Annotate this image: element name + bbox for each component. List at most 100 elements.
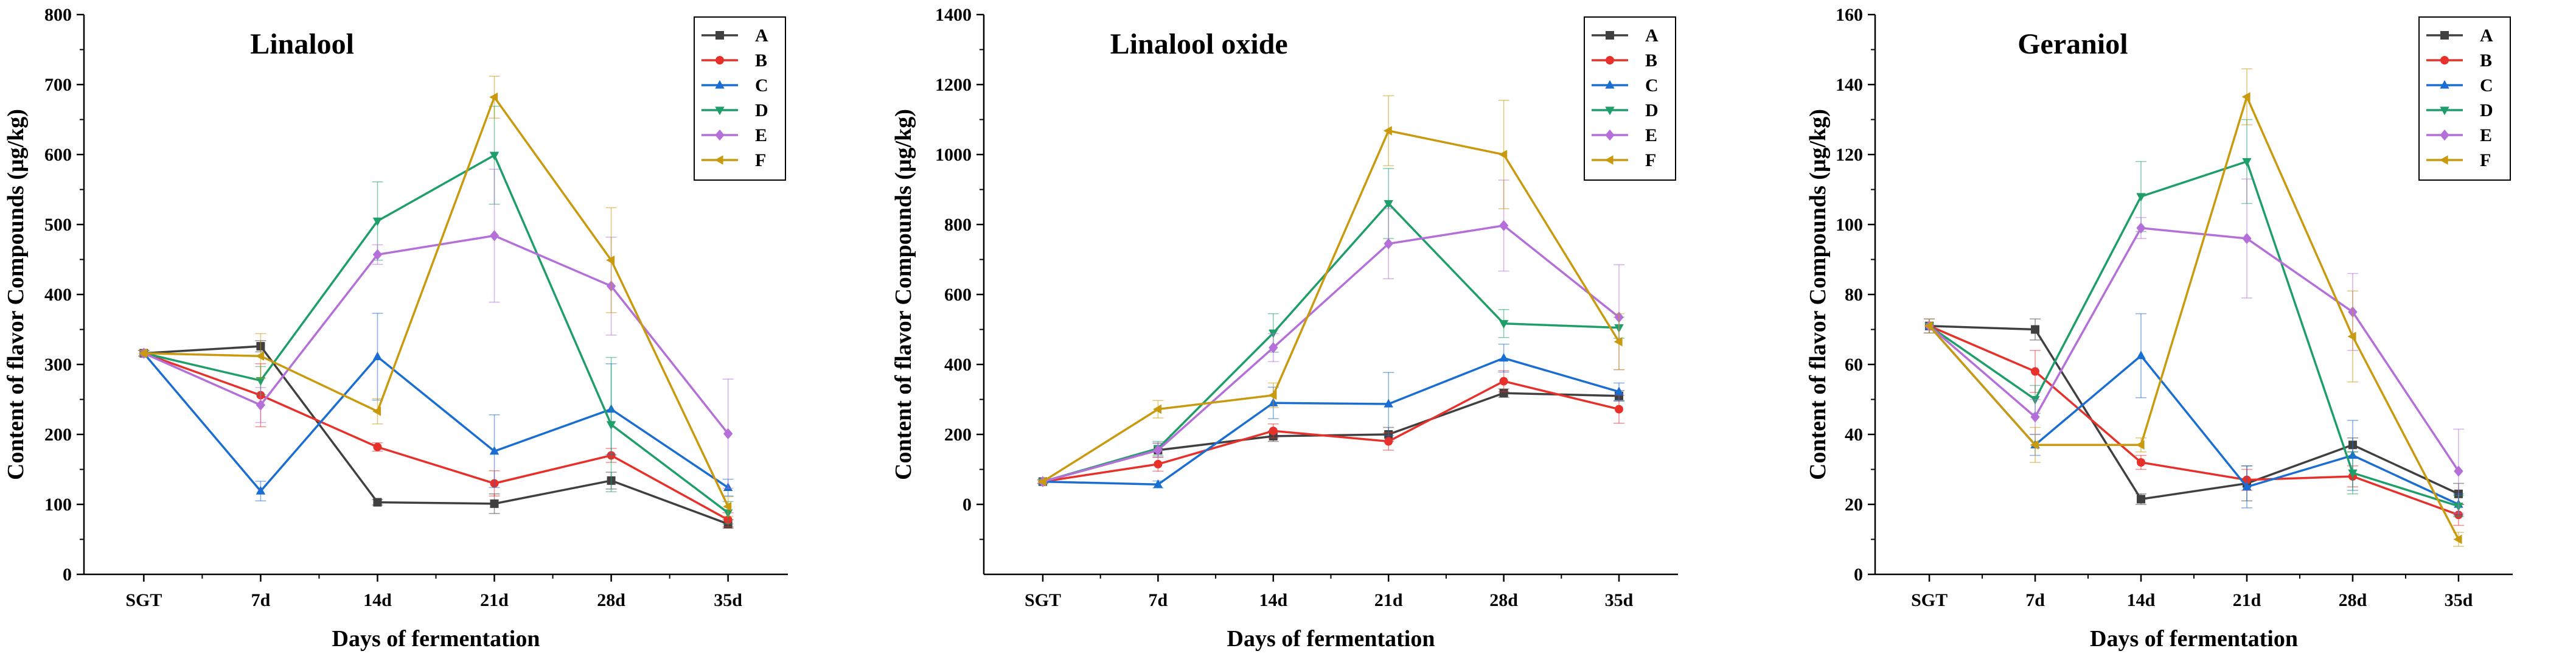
y-tick-label: 0 (1854, 565, 1863, 585)
y-tick-label: 500 (44, 215, 72, 235)
data-point (2031, 367, 2040, 376)
data-point (1269, 427, 1278, 436)
series-line-C (143, 352, 729, 493)
data-point (2137, 458, 2146, 467)
data-point (256, 486, 266, 495)
data-point (1152, 404, 1161, 414)
legend-marker (714, 155, 723, 165)
series-line-D (1929, 160, 2459, 507)
legend-marker (1605, 129, 1615, 141)
x-axis-title: Days of fermentation (1227, 626, 1435, 652)
data-point (2030, 411, 2040, 423)
data-point (1384, 399, 1393, 408)
data-point (256, 377, 266, 386)
y-tick-label: 0 (63, 565, 72, 585)
y-tick-label: 100 (44, 495, 72, 515)
data-point (372, 249, 383, 260)
legend-marker (1604, 155, 1613, 165)
data-point (1384, 200, 1393, 209)
data-point (1153, 479, 1163, 488)
data-point (1615, 405, 1624, 414)
legend-marker (2440, 56, 2449, 64)
series-E (1924, 178, 2464, 514)
series-line-A (1929, 325, 2459, 501)
legend-label: D (755, 100, 768, 120)
data-point (373, 442, 382, 451)
legend-marker (1606, 31, 1614, 40)
legend-marker (2439, 155, 2448, 165)
legend-label: A (2480, 26, 2493, 46)
x-tick-label: SGT (1911, 590, 1948, 610)
x-tick-label: 14d (363, 590, 392, 610)
x-tick-label: 14d (1259, 590, 1287, 610)
chart-panel-1: 0 100 200 300 400 500 600 700 800 SGT 7d 14d 21d 28d 3… (3, 5, 788, 652)
data-point (372, 406, 381, 416)
data-point (489, 92, 498, 102)
y-tick-label: 200 (44, 425, 72, 445)
data-point (256, 351, 265, 361)
legend-label: C (755, 75, 768, 96)
legend-marker (2440, 80, 2449, 89)
data-point (490, 499, 499, 508)
data-point (606, 255, 615, 265)
y-tick-label: 600 (44, 145, 72, 165)
x-tick-label: 28d (597, 590, 625, 610)
x-tick-label: 35d (2445, 590, 2473, 610)
data-point (1384, 238, 1393, 249)
legend-marker (1606, 56, 1614, 64)
legend-label: B (755, 50, 767, 71)
data-point (1269, 342, 1278, 353)
legend-label: D (1645, 100, 1659, 120)
series-F (1037, 95, 1625, 487)
y-tick-label: 300 (44, 355, 72, 375)
y-tick-label: 400 (44, 285, 72, 305)
chart-title: Linalool (250, 28, 354, 60)
legend-label: E (755, 125, 767, 145)
x-tick-label: 35d (714, 590, 742, 610)
series-line-B (143, 352, 729, 521)
legend-label: F (755, 150, 766, 170)
data-point (2136, 440, 2145, 450)
x-tick-label: 21d (480, 590, 509, 610)
data-point (372, 351, 383, 360)
y-tick-label: 140 (1836, 75, 1863, 95)
legend-marker (1605, 80, 1615, 89)
data-point (1499, 353, 1509, 362)
legend-marker (2440, 129, 2449, 141)
legend-marker (1605, 106, 1615, 116)
series-line-E (1928, 226, 2460, 472)
data-point (1268, 390, 1277, 400)
legend-label: C (1645, 75, 1659, 96)
data-point (723, 428, 733, 439)
legend-box (2418, 16, 2511, 181)
y-tick-label: 800 (944, 215, 972, 235)
series-A (138, 340, 734, 529)
data-point (2136, 193, 2146, 202)
data-point (606, 421, 616, 430)
data-point (2137, 495, 2146, 504)
x-tick-label: 7d (251, 590, 271, 610)
y-tick-label: 160 (1836, 5, 1863, 25)
y-tick-label: 1400 (935, 5, 972, 25)
y-axis-title: Content of flavor Compounds (μg/kg) (3, 109, 29, 480)
data-point (256, 399, 266, 411)
data-point (2242, 481, 2252, 490)
chart-title: Geraniol (2017, 28, 2128, 60)
data-point (2241, 92, 2251, 102)
legend-marker (2440, 31, 2449, 40)
data-point (2030, 440, 2039, 450)
y-tick-label: 600 (944, 285, 972, 305)
series-F (138, 75, 734, 517)
legend-marker (715, 56, 724, 64)
x-tick-label: 14d (2127, 590, 2156, 610)
legend-box (694, 16, 786, 181)
data-point (2031, 325, 2040, 334)
series-B (138, 349, 734, 527)
data-point (1154, 459, 1163, 468)
legend-label: A (1645, 26, 1659, 46)
y-tick-label: 120 (1836, 145, 1863, 165)
x-axis-title: Days of fermentation (332, 626, 540, 652)
